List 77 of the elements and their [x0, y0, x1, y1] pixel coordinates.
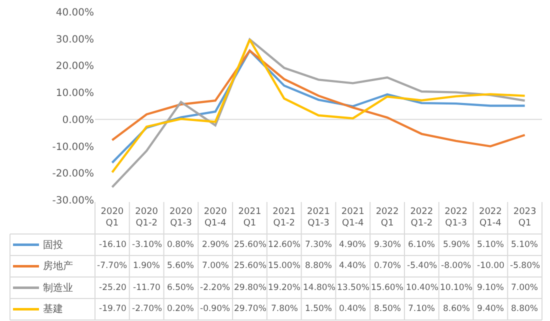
data-label: 9.40% — [477, 304, 504, 314]
data-label: 5.10% — [511, 240, 538, 250]
x-tick-label: 2020 Q1-2 — [135, 207, 158, 229]
data-label: -3.10% — [132, 240, 162, 250]
y-tick-label: 30.00% — [56, 34, 94, 46]
legend-label: 制造业 — [43, 282, 73, 294]
y-tick-label: 0.00% — [62, 114, 94, 126]
data-label: 8.80% — [305, 261, 332, 271]
data-label: 5.10% — [477, 240, 504, 250]
y-tick-label: 20.00% — [56, 61, 94, 72]
legend-label: 房地产 — [43, 260, 73, 272]
legend-label: 基建 — [43, 303, 63, 315]
data-label: -5.40% — [407, 261, 438, 271]
data-label: 0.20% — [167, 304, 194, 314]
x-tick-label: 2022 Q1-2 — [410, 207, 434, 229]
data-label: 1.90% — [133, 261, 160, 271]
data-label: 0.40% — [339, 304, 366, 314]
data-label: -2.20% — [200, 283, 230, 293]
data-label: 29.80% — [234, 283, 266, 293]
data-label: -19.70 — [99, 304, 126, 314]
data-label: -8.00% — [441, 261, 472, 271]
data-label: 9.10% — [477, 283, 504, 293]
data-label: -2.70% — [132, 304, 162, 314]
data-label: 9.30% — [374, 240, 402, 250]
data-label: 8.60% — [443, 304, 470, 314]
y-tick-label: -10.00% — [52, 142, 94, 153]
data-label: 8.80% — [511, 304, 538, 314]
data-label: -5.80% — [510, 261, 540, 271]
data-label: 0.80% — [167, 240, 194, 250]
data-label: 6.50% — [167, 283, 194, 293]
x-tick-label: 2020 Q1-4 — [204, 207, 228, 229]
data-label: 14.80% — [303, 283, 336, 293]
data-label: 7.00% — [202, 261, 230, 271]
y-tick-label: 40.00% — [56, 8, 94, 18]
x-tick-label: 2021 Q1-4 — [341, 207, 364, 229]
x-tick-label: 2020 Q1-3 — [170, 207, 193, 229]
data-label: 10.40% — [406, 283, 438, 293]
data-label: 15.00% — [268, 261, 300, 271]
data-label: 5.60% — [167, 261, 194, 271]
data-label: 25.60% — [234, 240, 266, 250]
data-label: -25.20 — [99, 283, 126, 293]
data-label: 7.00% — [511, 283, 538, 293]
x-tick-label: 2022 Q1-3 — [444, 207, 468, 229]
x-tick-label: 2022 Q1 — [376, 207, 399, 229]
data-label: -0.90% — [200, 304, 230, 314]
data-label: -11.70 — [133, 283, 160, 293]
data-label: 25.60% — [234, 261, 266, 271]
x-tick-label: 2022 Q1-4 — [478, 207, 502, 229]
x-tick-label: 2020 Q1 — [100, 207, 124, 229]
x-tick-label: 2021 Q1-3 — [307, 207, 330, 229]
data-label: -7.70% — [97, 261, 128, 271]
data-label: 5.90% — [443, 240, 470, 250]
x-tick-label: 2021 Q1-2 — [272, 207, 296, 229]
data-label: 4.40% — [339, 261, 366, 271]
data-label: 0.70% — [374, 261, 402, 271]
data-label: 19.20% — [268, 283, 300, 293]
data-label: 4.90% — [339, 240, 366, 250]
legend-label: 固投 — [43, 239, 63, 251]
data-label: 13.50% — [337, 283, 370, 293]
y-tick-label: -30.00% — [52, 196, 94, 206]
y-tick-label: 10.00% — [56, 88, 94, 100]
data-label: 6.10% — [408, 240, 436, 250]
data-label: 15.60% — [371, 283, 404, 293]
data-label: -10.00 — [477, 261, 504, 271]
data-label: 7.80% — [271, 304, 298, 314]
data-label: 12.60% — [268, 240, 300, 250]
data-label: -16.10 — [99, 240, 126, 250]
data-label: 29.70% — [234, 304, 266, 314]
data-label: 10.10% — [440, 283, 472, 293]
x-tick-label: 2023 Q1 — [513, 207, 536, 229]
data-label: 8.50% — [374, 304, 402, 314]
data-label: 1.50% — [305, 304, 332, 314]
data-label: 2.90% — [202, 240, 230, 250]
data-label: 7.30% — [305, 240, 332, 250]
x-tick-label: 2021 Q1 — [238, 207, 262, 229]
data-label: 7.10% — [408, 304, 436, 314]
y-tick-label: -20.00% — [52, 168, 94, 180]
